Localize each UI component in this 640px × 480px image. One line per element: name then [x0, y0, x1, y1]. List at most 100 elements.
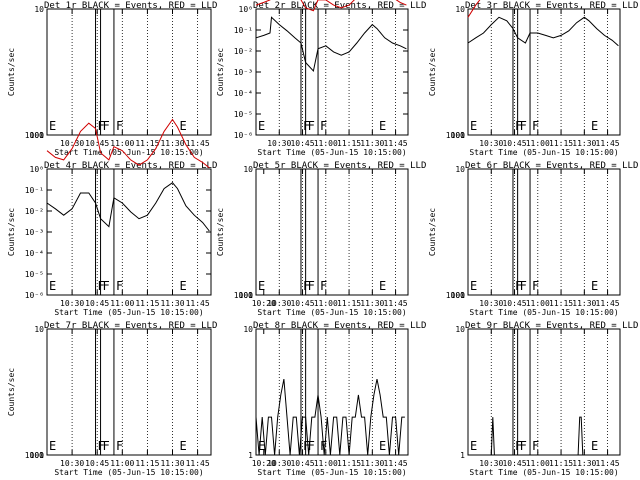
x-tick-label: 10:45 — [290, 299, 314, 308]
x-tick-label: 10:30 — [60, 139, 84, 148]
y-tick-label: 1 — [248, 451, 253, 460]
x-tick-label: 11:30 — [360, 459, 384, 468]
x-tick-label: 11:00 — [526, 139, 550, 148]
y-tick-label: 1000 — [25, 131, 44, 140]
marker-label: F — [532, 279, 539, 293]
y-tick-label: 10⁻¹ — [25, 186, 44, 195]
y-tick-label: 10⁻⁵ — [25, 270, 44, 279]
y-tick-label: 10⁻⁴ — [234, 89, 253, 98]
x-tick-label: 11:45 — [384, 459, 408, 468]
x-axis-label: Start Time (05-Jun-15 10:15:00) — [54, 468, 203, 477]
y-tick-label: 1000 — [446, 131, 465, 140]
y-axis-label: Counts/sec — [216, 208, 225, 256]
marker-label: F — [303, 279, 310, 293]
y-tick-label: 100 — [451, 291, 466, 300]
marker-label: F — [520, 119, 527, 133]
marker-label: E — [379, 279, 386, 293]
x-tick-label: 10:30 — [267, 299, 291, 308]
marker-label: E — [49, 279, 56, 293]
panel-det-4: Det 4r BLACK = Events, RED = LLD E FF F E 10⁰… — [7, 161, 217, 317]
x-tick-label: 11:45 — [186, 459, 210, 468]
x-tick-label: 11:45 — [384, 139, 408, 148]
y-tick-label: 10 — [243, 325, 253, 334]
x-tick-label: 11:45 — [596, 139, 620, 148]
y-tick-label: 10⁻¹ — [234, 26, 253, 35]
x-tick-label: 11:45 — [384, 299, 408, 308]
panel-title: Det 1r BLACK = Events, RED = LLD — [44, 1, 217, 11]
marker-label: E — [49, 119, 56, 133]
marker-label: F — [515, 439, 522, 453]
marker-label: E — [379, 439, 386, 453]
y-tick-label: 1 — [39, 451, 44, 460]
x-tick-label: 11:30 — [160, 139, 184, 148]
marker-label: E — [470, 119, 477, 133]
x-tick-label: 11:45 — [596, 299, 620, 308]
panel-title: Det 5r BLACK = Events, RED = LLD — [253, 161, 426, 171]
y-tick-label: 10⁻² — [25, 207, 44, 216]
x-axis-label: Start Time (05-Jun-15 10:15:00) — [54, 308, 203, 317]
marker-label: F — [303, 119, 310, 133]
x-tick-label: 11:45 — [186, 299, 210, 308]
x-tick-label: 11:15 — [549, 299, 573, 308]
marker-label: F — [103, 119, 110, 133]
x-tick-label: 10:30 — [479, 139, 503, 148]
x-axis-label: Start Time (05-Jun-15 10:15:00) — [257, 308, 406, 317]
marker-label: F — [98, 279, 105, 293]
marker-label: E — [180, 439, 187, 453]
panel-title: Det 2r BLACK = Events, RED = LLD — [253, 1, 426, 11]
panel-title: Det 3r BLACK = Events, RED = LLD — [465, 1, 638, 11]
y-tick-label: 100 — [30, 451, 45, 460]
marker-label: F — [303, 439, 310, 453]
x-tick-label: 10:30 — [479, 459, 503, 468]
x-tick-label: 11:15 — [549, 139, 573, 148]
y-axis-label: Counts/sec — [428, 48, 437, 96]
series-line-black — [467, 16, 619, 47]
y-axis-label: Counts/sec — [216, 48, 225, 96]
plot-frame — [46, 328, 212, 456]
x-tick-label: 11:15 — [337, 139, 361, 148]
panel-title: Det 7r BLACK = Events, RED = LLD — [44, 321, 217, 331]
marker-label: E — [591, 279, 598, 293]
panel-title: Det 4r BLACK = Events, RED = LLD — [44, 161, 217, 171]
series-line-black — [255, 16, 407, 73]
marker-label: F — [520, 439, 527, 453]
y-tick-label: 1 — [460, 451, 465, 460]
y-tick-label: 10 — [243, 165, 253, 174]
x-axis-label: Start Time (05-Jun-15 10:15:00) — [469, 148, 618, 157]
x-axis-label: Start Time (05-Jun-15 10:15:00) — [469, 468, 618, 477]
y-tick-label: 1000 — [25, 451, 44, 460]
x-tick-label: 10:45 — [85, 459, 109, 468]
y-tick-label: 10 — [455, 5, 465, 14]
panel-det-2: Det 2r BLACK = Events, RED = LLD E FF F E 10⁰… — [216, 1, 426, 157]
y-tick-label: 10⁰ — [239, 5, 253, 14]
marker-label: F — [116, 439, 123, 453]
x-tick-label: 10:30 — [60, 459, 84, 468]
marker-label: F — [116, 279, 123, 293]
x-tick-label: 10:45 — [85, 139, 109, 148]
y-tick-label: 10⁻⁶ — [234, 131, 253, 140]
marker-label: F — [532, 119, 539, 133]
x-tick-label: 11:30 — [160, 459, 184, 468]
plot-frame — [255, 328, 409, 456]
panel-title: Det 6r BLACK = Events, RED = LLD — [465, 161, 638, 171]
x-axis-label: Start Time (05-Jun-15 10:15:00) — [257, 148, 406, 157]
plot-frame — [467, 8, 621, 136]
x-tick-label: 10:45 — [85, 299, 109, 308]
y-tick-label: 1 — [460, 131, 465, 140]
plot-frame — [255, 168, 409, 296]
y-tick-label: 10⁻⁶ — [25, 291, 44, 300]
x-tick-label: 11:30 — [572, 459, 596, 468]
panel-title: Det 8r BLACK = Events, RED = LLD — [253, 321, 426, 331]
marker-label: F — [103, 279, 110, 293]
x-tick-label: 10:45 — [502, 139, 526, 148]
x-tick-label: 10:30 — [479, 299, 503, 308]
marker-label: E — [591, 119, 598, 133]
x-tick-label: 11:15 — [337, 459, 361, 468]
marker-label: E — [379, 119, 386, 133]
